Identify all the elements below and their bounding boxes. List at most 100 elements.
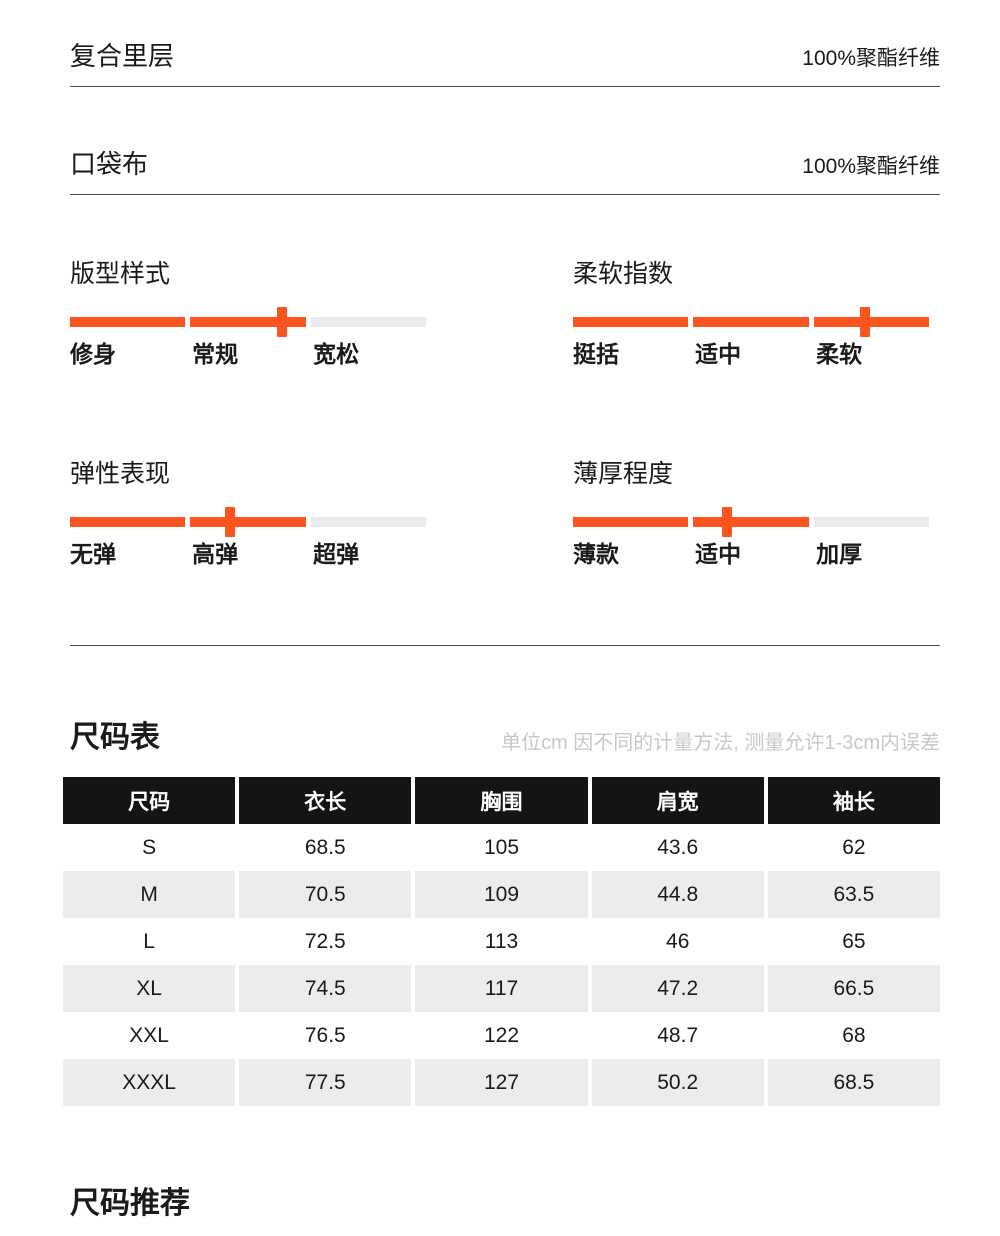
track-segment [190,517,306,527]
material-value: 100%聚酯纤维 [802,47,940,70]
slider-fit-style: 版型样式 修身 常规 宽松 [70,259,426,369]
track-segment [573,317,689,327]
table-row: XXXL 77.5 127 50.2 68.5 [63,1059,940,1106]
size-recommend-title: 尺码推荐 [70,1187,190,1220]
slider-labels: 挺括 适中 柔软 [573,339,929,369]
track-segment [70,317,186,327]
slider-marker-icon [859,307,870,337]
size-table-note: 单位cm 因不同的计量方法, 测量允许1-3cm内误差 [501,732,940,754]
material-value: 100%聚酯纤维 [802,155,940,178]
column-header: 尺码 [63,777,236,824]
column-header: 肩宽 [591,777,764,824]
table-cell: 68 [767,1012,940,1059]
table-cell: 66.5 [767,965,940,1012]
slider-label: 挺括 [573,341,619,367]
track-segment [573,517,689,527]
slider-softness: 柔软指数 挺括 适中 柔软 [573,259,929,369]
table-cell: 43.6 [591,824,764,871]
slider-elasticity: 弹性表现 无弹 高弹 超弹 [70,459,426,569]
column-header: 衣长 [239,777,412,824]
table-row: M 70.5 109 44.8 63.5 [63,871,940,918]
table-cell: 68.5 [767,1059,940,1106]
table-cell: M [63,871,236,918]
section-divider [70,645,940,646]
table-cell: S [63,824,236,871]
slider-thickness: 薄厚程度 薄款 适中 加厚 [573,459,929,569]
size-table-section: 尺码表 单位cm 因不同的计量方法, 测量允许1-3cm内误差 尺码 衣长 胸围… [63,720,940,1106]
material-name: 复合里层 [70,41,175,71]
size-table: 尺码 衣长 胸围 肩宽 袖长 S 68.5 105 43.6 62 M 70.5… [63,777,940,1106]
material-row-lining: 复合里层 100%聚酯纤维 [70,41,940,87]
slider-title: 薄厚程度 [573,460,674,488]
table-cell: 63.5 [767,871,940,918]
table-cell: 105 [415,824,588,871]
table-cell: XXL [63,1012,236,1059]
slider-label: 常规 [192,341,239,367]
track-segment [813,317,929,327]
track-segment [693,317,809,327]
slider-labels: 修身 常规 宽松 [70,339,426,369]
slider-labels: 薄款 适中 加厚 [573,539,929,569]
product-detail-page: 复合里层 100%聚酯纤维 口袋布 100%聚酯纤维 版型样式 修身 常规 宽松 [0,41,1000,1236]
table-row: S 68.5 105 43.6 62 [63,824,940,871]
table-cell: 50.2 [591,1059,764,1106]
table-cell: 109 [415,871,588,918]
slider-label: 无弹 [70,541,116,567]
column-header: 袖长 [767,777,940,824]
column-header: 胸围 [415,777,588,824]
table-row: L 72.5 113 46 65 [63,918,940,965]
table-header-row: 尺码 衣长 胸围 肩宽 袖长 [63,777,940,824]
table-cell: 44.8 [591,871,764,918]
table-cell: 76.5 [239,1012,412,1059]
size-table-header-row: 尺码表 单位cm 因不同的计量方法, 测量允许1-3cm内误差 [70,720,940,756]
material-name: 口袋布 [70,149,149,179]
slider-label: 柔软 [816,341,863,367]
track-segment [310,517,426,527]
slider-track [70,507,426,537]
slider-label: 适中 [695,541,742,567]
track-segment [310,317,426,327]
slider-track [70,307,426,337]
slider-label: 宽松 [313,341,360,367]
size-table-title: 尺码表 [70,721,160,754]
table-cell: 117 [415,965,588,1012]
table-cell: 113 [415,918,588,965]
slider-marker-icon [722,507,733,537]
table-row: XXL 76.5 122 48.7 68 [63,1012,940,1059]
track-segment [813,517,929,527]
table-cell: 48.7 [591,1012,764,1059]
slider-marker-icon [225,507,236,537]
slider-label: 修身 [70,341,116,367]
track-segment [190,317,306,327]
table-cell: 65 [767,918,940,965]
table-cell: 70.5 [239,871,412,918]
materials-section: 复合里层 100%聚酯纤维 口袋布 100%聚酯纤维 [70,41,940,195]
slider-label: 高弹 [192,541,239,567]
slider-title: 版型样式 [70,260,171,288]
slider-track [573,507,929,537]
table-cell: 77.5 [239,1059,412,1106]
table-row: XL 74.5 117 47.2 66.5 [63,965,940,1012]
slider-labels: 无弹 高弹 超弹 [70,539,426,569]
table-cell: 74.5 [239,965,412,1012]
slider-label: 薄款 [573,541,619,567]
slider-label: 适中 [695,341,742,367]
track-segment [693,517,809,527]
table-cell: 122 [415,1012,588,1059]
material-row-pocket: 口袋布 100%聚酯纤维 [70,149,940,195]
table-cell: 46 [591,918,764,965]
table-cell: 127 [415,1059,588,1106]
attribute-sliders-section: 版型样式 修身 常规 宽松 柔软指数 挺括 [70,259,940,569]
table-cell: L [63,918,236,965]
track-segment [70,517,186,527]
slider-track [573,307,929,337]
slider-marker-icon [277,307,288,337]
slider-label: 超弹 [313,541,360,567]
slider-label: 加厚 [816,541,863,567]
table-cell: 47.2 [591,965,764,1012]
table-cell: 68.5 [239,824,412,871]
table-cell: XL [63,965,236,1012]
table-cell: 72.5 [239,918,412,965]
slider-title: 弹性表现 [70,460,171,488]
table-cell: 62 [767,824,940,871]
